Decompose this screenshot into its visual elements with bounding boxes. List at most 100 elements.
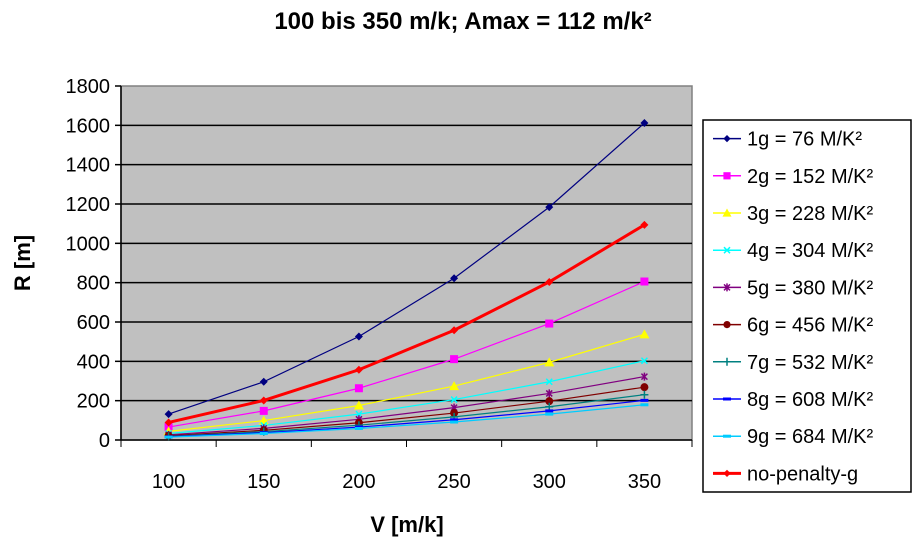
legend-label: 5g = 380 M/K² [747,277,874,299]
legend-item: 8g = 608 M/K² [713,389,874,411]
legend-label: 8g = 608 M/K² [747,389,874,411]
series-line [168,122,645,415]
marker-diamond [723,469,731,477]
marker-diamond [259,377,268,386]
marker-x [723,246,731,254]
marker-dash [640,398,649,402]
legend-label: 2g = 152 M/K² [747,166,874,188]
marker-triangle [639,329,650,339]
y-tick-label: 200 [77,391,110,413]
legend-label: 6g = 456 M/K² [747,315,874,337]
series-line [168,404,645,438]
marker-square [450,355,459,364]
marker-square [640,277,649,286]
marker-diamond [164,410,173,419]
marker-triangle [353,400,364,410]
legend-item: 2g = 152 M/K² [713,166,874,188]
x-tick-label: 150 [247,471,280,493]
x-axis-label: V [m/k] [370,512,443,537]
y-tick-label: 1600 [66,115,111,137]
legend-box [702,119,912,493]
marker-dash [723,434,731,438]
y-tick-label: 600 [77,312,110,334]
marker-square [259,406,268,415]
series-9 [164,403,649,439]
marker-triangle [449,381,460,391]
legend-label: 3g = 228 M/K² [747,203,874,225]
marker-star [640,372,648,381]
marker-x [355,410,363,418]
chart-title: 100 bis 350 m/k; Amax = 112 m/k² [274,8,651,35]
legend-label: 7g = 532 M/K² [747,352,874,374]
marker-diamond [354,332,363,341]
marker-dash [354,426,363,430]
y-axis-label: R [m] [10,235,35,291]
legend-item: 9g = 684 M/K² [713,426,874,448]
series-3 [163,329,650,436]
plot-background [120,85,693,441]
marker-star [723,283,731,292]
series-line [168,399,645,438]
marker-square [723,172,731,180]
y-tick-label: 1200 [66,194,111,216]
marker-dash [545,412,554,416]
y-tick-label: 0 [99,430,110,452]
legend-label: 9g = 684 M/K² [747,426,874,448]
series-1 [164,119,649,419]
x-tick-label: 100 [152,471,185,493]
plot-area: 0 200 400 600 800 1000 1200 1400 1600 1800 100 150 2… [66,76,693,493]
y-tick-label: 1800 [66,76,111,98]
x-tick-label: 300 [533,471,566,493]
series-10 [164,220,649,427]
marker-dash [450,420,459,424]
marker-diamond [545,203,554,212]
series-line [168,223,646,424]
series-line [168,376,645,436]
marker-diamond [354,365,363,374]
legend-label: 1g = 76 M/K² [747,129,862,151]
marker-circle [545,397,554,406]
marker-dash [640,403,649,407]
series-line [168,386,645,437]
legend-item: 1g = 76 M/K² [713,129,862,151]
marker-circle [640,383,649,392]
marker-diamond [640,220,649,229]
marker-dash [723,397,731,401]
series-line [168,280,645,428]
marker-plus [545,402,554,411]
marker-square [545,319,554,328]
marker-diamond [723,135,731,143]
y-tick-label: 1000 [66,233,111,255]
marker-diamond [545,277,554,286]
y-tick-label: 1400 [66,155,111,177]
marker-diamond [640,119,649,128]
legend-item: 7g = 532 M/K² [713,352,874,374]
marker-triangle [544,357,555,367]
legend-label: no-penalty-g [747,463,858,485]
marker-triangle [722,208,732,217]
legend-item: 4g = 304 M/K² [713,240,874,262]
legend-item: no-penalty-g [713,463,858,485]
marker-dash [164,435,173,439]
series-line [168,394,645,437]
marker-x [640,357,648,365]
legend: 1g = 76 M/K² 2g = 152 M/K² 3g = 228 M/K² 4g… [702,119,912,493]
x-tick-label: 250 [437,471,470,493]
series-line [168,360,645,435]
marker-dash [545,409,554,413]
series-line [168,333,645,432]
marker-diamond [450,326,459,335]
marker-diamond [259,396,268,405]
marker-diamond [450,274,459,283]
legend-item: 6g = 456 M/K² [713,315,874,337]
marker-x [545,378,553,386]
marker-plus [640,390,649,399]
y-tick-label: 400 [77,351,110,373]
marker-dash [259,432,268,436]
x-tick-label: 350 [628,471,661,493]
x-tick-label: 200 [342,471,375,493]
marker-circle [723,321,731,329]
marker-square [354,384,363,393]
marker-dash [450,418,459,422]
